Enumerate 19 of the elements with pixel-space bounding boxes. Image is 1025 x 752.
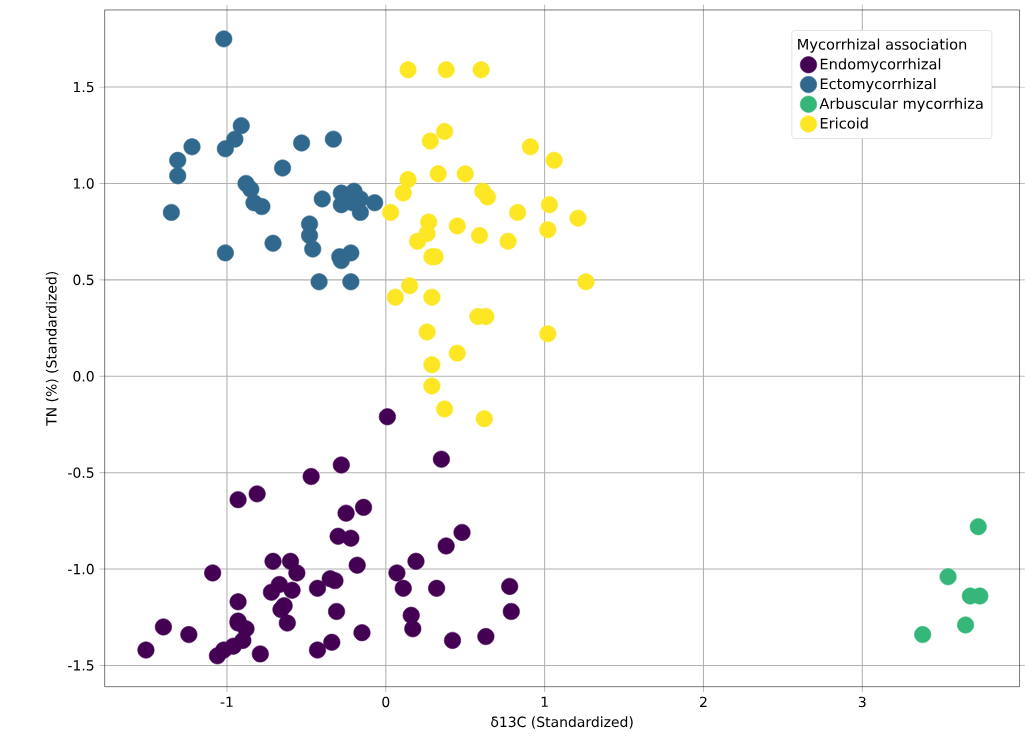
legend-label: Endomycorrhizal bbox=[820, 58, 941, 73]
y-axis-title: TN (%) (Standardized) bbox=[45, 271, 59, 426]
y-tick-label: -1.5 bbox=[68, 660, 94, 671]
x-axis-title: δ13C (Standardized) bbox=[491, 716, 633, 729]
x-tick-label: 3 bbox=[858, 696, 866, 707]
x-tick-label: -1 bbox=[220, 696, 233, 707]
y-tick-label: -0.5 bbox=[68, 467, 94, 478]
x-tick-label: 1 bbox=[541, 696, 548, 707]
legend-label: Arbuscular mycorrhiza bbox=[819, 97, 983, 112]
legend-title: Mycorrhizal association bbox=[798, 38, 967, 53]
legend-label: Ectomycorrhizal bbox=[820, 77, 936, 92]
y-tick-label: 0.5 bbox=[73, 274, 94, 285]
x-tick-label: 0 bbox=[382, 696, 390, 707]
x-tick-label: 2 bbox=[700, 696, 707, 707]
y-tick-label: 0.0 bbox=[73, 370, 94, 382]
y-tick-label: -1.0 bbox=[68, 563, 94, 575]
y-tick-label: 1.0 bbox=[73, 177, 94, 189]
y-tick-label: 1.5 bbox=[73, 81, 94, 93]
legend-label: Ericoid bbox=[820, 117, 868, 129]
